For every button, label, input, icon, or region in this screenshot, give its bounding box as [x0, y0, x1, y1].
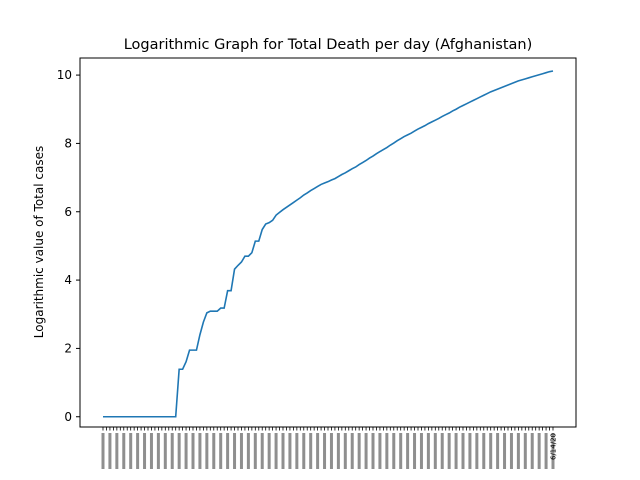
x-tick-label-mark: [198, 433, 202, 469]
x-tick-label-mark: [309, 433, 313, 469]
x-tick-label-mark: [371, 433, 375, 469]
x-tick-label-mark: [177, 433, 181, 469]
x-tick-label-mark: [233, 433, 237, 469]
x-tick-label-mark: [357, 433, 361, 469]
x-tick-label-mark: [136, 433, 140, 469]
x-tick-label-mark: [468, 433, 472, 469]
x-tick-label-mark: [406, 433, 410, 469]
x-tick-label-mark: [544, 433, 548, 469]
x-tick-labels: 6/14/20: [101, 433, 558, 469]
x-tick-label-mark: [239, 433, 243, 469]
x-tick-label-last: 6/14/20: [550, 433, 558, 460]
x-tick-label-mark: [274, 433, 278, 469]
x-tick-label-mark: [219, 433, 223, 469]
x-tick-label-mark: [482, 433, 486, 469]
x-tick-label-mark: [191, 433, 195, 469]
y-tick-label: 8: [64, 136, 72, 150]
x-tick-label-mark: [101, 433, 105, 469]
x-tick-label-mark: [475, 433, 479, 469]
x-tick-label-mark: [419, 433, 423, 469]
series-line: [103, 70, 554, 418]
x-tick-label-mark: [253, 433, 257, 469]
x-tick-label-mark: [184, 433, 188, 469]
x-tick-label-mark: [364, 433, 368, 469]
x-tick-label-mark: [440, 433, 444, 469]
x-tick-label-mark: [489, 433, 493, 469]
x-tick-label-mark: [108, 433, 112, 469]
x-tick-label-mark: [378, 433, 382, 469]
x-tick-label-mark: [461, 433, 465, 469]
y-tick-label: 0: [64, 410, 72, 424]
x-tick-label-mark: [530, 433, 534, 469]
x-tick-label-mark: [295, 433, 299, 469]
x-tick-label-mark: [447, 433, 451, 469]
x-tick-label-mark: [336, 433, 340, 469]
x-tick-label-mark: [496, 433, 500, 469]
x-tick-label-mark: [246, 433, 250, 469]
x-tick-label-mark: [156, 433, 160, 469]
x-tick-label-mark: [392, 433, 396, 469]
y-tick-label: 6: [64, 205, 72, 219]
x-tick-label-mark: [509, 433, 513, 469]
x-tick-label-mark: [343, 433, 347, 469]
x-tick-label-mark: [537, 433, 541, 469]
x-tick-label-mark: [316, 433, 320, 469]
y-axis-label: Logarithmic value of Total cases: [32, 146, 46, 338]
x-tick-label-mark: [170, 433, 174, 469]
x-tick-label-mark: [350, 433, 354, 469]
x-tick-label-mark: [329, 433, 333, 469]
x-tick-label-mark: [281, 433, 285, 469]
x-tick-label-mark: [226, 433, 230, 469]
x-tick-label-mark: [143, 433, 147, 469]
x-tick-label-mark: [323, 433, 327, 469]
x-tick-label-mark: [302, 433, 306, 469]
x-tick-label-mark: [426, 433, 430, 469]
x-tick-label-mark: [454, 433, 458, 469]
x-tick-label-mark: [212, 433, 216, 469]
chart-title: Logarithmic Graph for Total Death per da…: [124, 37, 533, 53]
x-tick-label-mark: [288, 433, 292, 469]
x-tick-label-mark: [503, 433, 507, 469]
x-tick-label-mark: [122, 433, 126, 469]
y-tick-label: 2: [64, 341, 72, 355]
x-tick-label-mark: [163, 433, 167, 469]
x-tick-label-mark: [115, 433, 119, 469]
x-tick-label-mark: [260, 433, 264, 469]
x-axis: [102, 427, 554, 431]
x-tick-label-mark: [149, 433, 153, 469]
y-tick-label: 4: [64, 273, 72, 287]
x-tick-label-mark: [523, 433, 527, 469]
x-tick-label-mark: [516, 433, 520, 469]
x-tick-label-mark: [129, 433, 133, 469]
x-tick-label-mark: [385, 433, 389, 469]
y-tick-label: 10: [57, 68, 72, 82]
x-tick-label-mark: [551, 433, 555, 469]
x-tick-label-mark: [267, 433, 271, 469]
y-axis: 0 2 4 6 8 10: [57, 68, 80, 424]
x-tick-label-mark: [399, 433, 403, 469]
x-tick-label-mark: [413, 433, 417, 469]
plot-frame: [79, 57, 577, 428]
x-tick-label-mark: [205, 433, 209, 469]
x-tick-label-mark: [433, 433, 437, 469]
